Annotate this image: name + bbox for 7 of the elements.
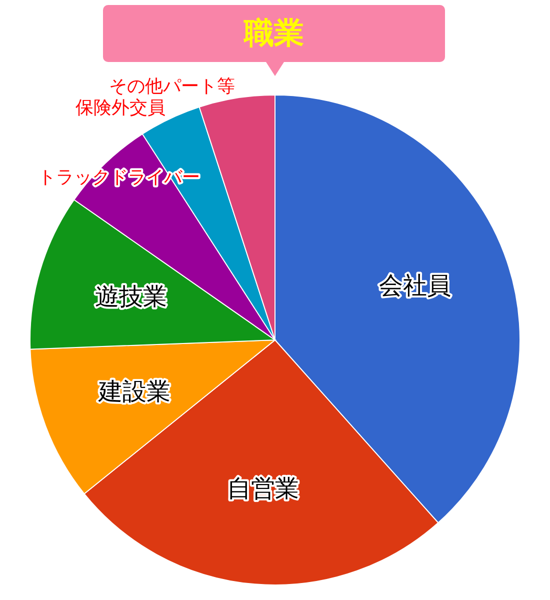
slice-label: その他パート等: [108, 76, 235, 98]
slice-label: 会社員: [379, 272, 452, 300]
slice-label: 保険外交員: [75, 98, 166, 119]
slice-label: 遊技業: [95, 282, 168, 311]
slice-label: 自営業: [226, 474, 299, 502]
chart-title: 職業: [103, 5, 445, 62]
slice-label: 建設業: [98, 378, 171, 406]
